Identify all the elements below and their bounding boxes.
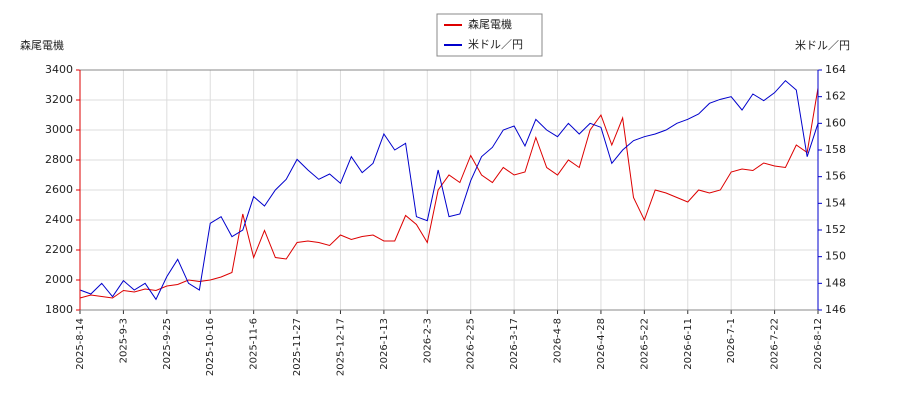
y-tick-label: 3400: [45, 63, 73, 76]
x-tick-label: 2025-10-16: [205, 318, 216, 376]
x-tick-label: 2026-1-13: [379, 318, 390, 370]
y-tick-label: 2400: [45, 213, 73, 226]
y-tick-label: 2800: [45, 153, 73, 166]
x-tick-label: 2026-3-17: [509, 318, 520, 370]
y2-axis-title: 米ドル／円: [795, 39, 850, 52]
legend-box: [436, 13, 543, 57]
x-tick-label: 2025-11-6: [249, 318, 260, 370]
y-tick-label: 3200: [45, 93, 73, 106]
x-tick-label: 2026-7-1: [726, 318, 737, 363]
x-tick-label: 2026-8-12: [813, 318, 824, 370]
legend-label: 森尾電機: [468, 17, 512, 31]
y-tick-label: 1800: [45, 303, 73, 316]
x-tick-label: 2026-5-22: [639, 318, 650, 370]
y2-tick-label: 146: [825, 303, 846, 316]
y2-tick-label: 156: [825, 170, 846, 183]
y2-tick-label: 164: [825, 63, 846, 76]
x-tick-label: 2025-11-27: [292, 318, 303, 376]
x-tick-label: 2026-2-3: [422, 318, 433, 363]
x-tick-label: 2026-4-28: [596, 318, 607, 370]
y2-tick-label: 150: [825, 250, 846, 263]
x-tick-label: 2025-9-3: [118, 318, 129, 363]
series-line: [79, 79, 819, 301]
x-tick-label: 2026-2-25: [466, 318, 477, 370]
y-tick-label: 2000: [45, 273, 73, 286]
x-tick-label: 2026-7-22: [770, 318, 781, 370]
y2-tick-label: 158: [825, 143, 846, 156]
y2-tick-label: 160: [825, 116, 846, 129]
series-line: [79, 87, 819, 299]
y2-tick-label: 162: [825, 90, 846, 103]
legend-label: 米ドル／円: [468, 38, 523, 51]
y-tick-label: 3000: [45, 123, 73, 136]
x-tick-label: 2025-12-17: [335, 318, 346, 376]
y-tick-label: 2200: [45, 243, 73, 256]
x-tick-label: 2026-4-8: [553, 318, 564, 363]
y-axis-title: 森尾電機: [20, 38, 64, 52]
x-tick-label: 2026-6-11: [683, 318, 694, 370]
x-tick-label: 2025-8-14: [75, 318, 86, 370]
x-tick-label: 2025-9-25: [162, 318, 173, 370]
y2-tick-label: 154: [825, 196, 846, 209]
y2-tick-label: 148: [825, 276, 846, 289]
y2-tick-label: 152: [825, 223, 846, 236]
y-tick-label: 2600: [45, 183, 73, 196]
